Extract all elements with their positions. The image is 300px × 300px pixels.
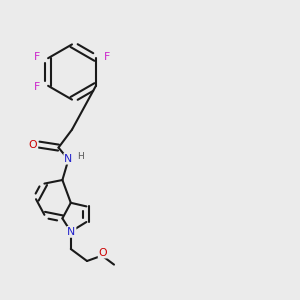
Text: H: H (78, 152, 84, 161)
Text: N: N (67, 227, 76, 237)
Text: N: N (64, 154, 73, 164)
Text: O: O (29, 140, 37, 150)
Text: F: F (34, 52, 40, 62)
Text: F: F (34, 82, 40, 92)
Text: F: F (104, 52, 110, 62)
Text: O: O (99, 248, 107, 258)
